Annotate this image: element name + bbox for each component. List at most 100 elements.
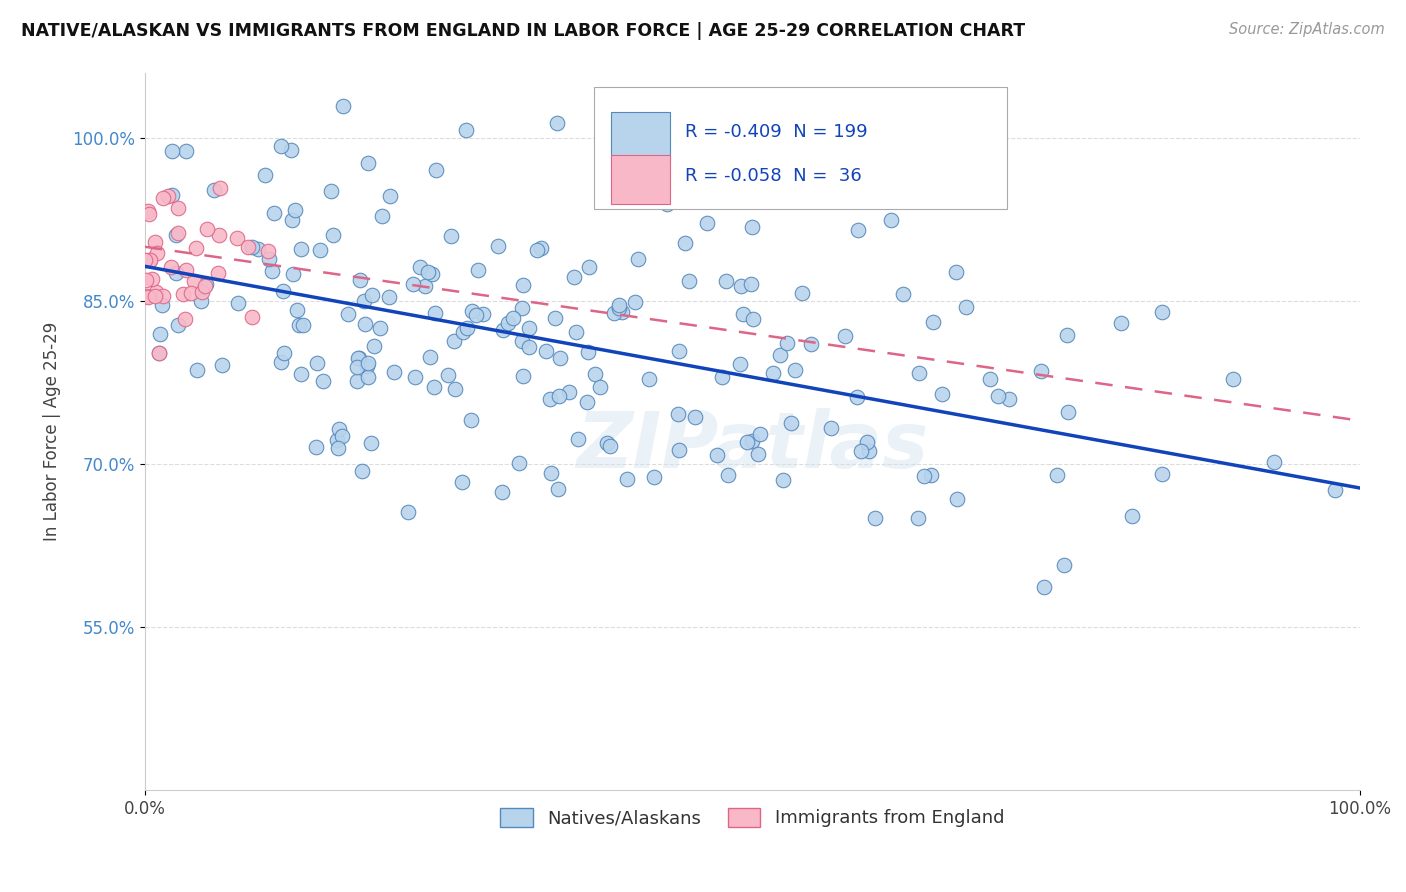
Point: [347, 351, 370, 365]
Point: [845, 391, 868, 405]
Point: [682, 128, 704, 142]
Point: [769, 348, 792, 362]
Point: [945, 492, 967, 507]
Point: [260, 264, 283, 278]
Point: [180, 286, 202, 301]
Point: [486, 239, 509, 253]
Point: [416, 265, 439, 279]
Point: [346, 360, 368, 375]
Point: [578, 260, 600, 274]
Point: [136, 203, 159, 218]
Point: [706, 448, 728, 462]
Point: [307, 356, 329, 370]
Point: [742, 311, 765, 326]
Point: [519, 341, 541, 355]
Point: [979, 371, 1001, 385]
Point: [353, 293, 375, 308]
Point: [174, 311, 197, 326]
Point: [496, 316, 519, 330]
Point: [138, 207, 160, 221]
Point: [846, 223, 869, 237]
Point: [195, 277, 218, 291]
Point: [378, 290, 401, 304]
Point: [194, 278, 217, 293]
Point: [423, 379, 446, 393]
Point: [148, 346, 170, 360]
Point: [740, 277, 762, 292]
Point: [357, 356, 380, 370]
Point: [191, 285, 214, 299]
Point: [643, 470, 665, 484]
Point: [1046, 467, 1069, 482]
Point: [546, 116, 568, 130]
Point: [785, 363, 807, 377]
Point: [792, 286, 814, 301]
Point: [733, 307, 755, 321]
Point: [1222, 372, 1244, 386]
Point: [135, 273, 157, 287]
Point: [741, 220, 763, 235]
Point: [596, 436, 619, 450]
Point: [325, 434, 347, 448]
Point: [534, 344, 557, 359]
Point: [908, 366, 931, 380]
Point: [165, 266, 187, 280]
Point: [589, 380, 612, 394]
Point: [955, 300, 977, 314]
Text: NATIVE/ALASKAN VS IMMIGRANTS FROM ENGLAND IN LABOR FORCE | AGE 25-29 CORRELATION: NATIVE/ALASKAN VS IMMIGRANTS FROM ENGLAN…: [21, 22, 1025, 40]
Point: [402, 277, 425, 292]
Point: [717, 468, 740, 483]
Point: [409, 260, 432, 274]
Point: [747, 447, 769, 461]
Point: [576, 394, 599, 409]
Point: [603, 306, 626, 320]
Point: [562, 269, 585, 284]
Point: [349, 273, 371, 287]
Point: [174, 144, 197, 158]
Point: [225, 231, 247, 245]
Point: [292, 318, 315, 332]
Point: [382, 365, 405, 379]
Point: [749, 427, 772, 442]
Point: [607, 301, 630, 315]
Point: [668, 343, 690, 358]
Point: [404, 370, 426, 384]
Point: [987, 389, 1010, 403]
Point: [772, 473, 794, 487]
Point: [820, 421, 842, 435]
Point: [716, 274, 738, 288]
Point: [186, 241, 208, 255]
Point: [273, 346, 295, 360]
Point: [931, 387, 953, 401]
Point: [357, 369, 380, 384]
Text: R = -0.058  N =  36: R = -0.058 N = 36: [686, 167, 862, 185]
Point: [460, 413, 482, 427]
Point: [907, 511, 929, 525]
Point: [290, 368, 312, 382]
Point: [346, 374, 368, 388]
Point: [419, 350, 441, 364]
Point: [271, 284, 294, 298]
Point: [471, 307, 494, 321]
Legend: Natives/Alaskans, Immigrants from England: Natives/Alaskans, Immigrants from Englan…: [494, 801, 1012, 835]
Point: [565, 325, 588, 339]
Point: [548, 351, 571, 365]
Point: [145, 288, 167, 302]
Point: [510, 301, 533, 315]
Point: [330, 429, 353, 443]
Point: [160, 260, 183, 275]
FancyBboxPatch shape: [595, 87, 1007, 210]
Text: R = -0.409  N = 199: R = -0.409 N = 199: [686, 123, 868, 142]
Point: [138, 252, 160, 267]
Point: [856, 435, 879, 450]
Point: [139, 253, 162, 268]
Point: [146, 245, 169, 260]
Point: [461, 304, 484, 318]
Point: [165, 227, 187, 242]
Point: [361, 287, 384, 301]
Point: [134, 252, 156, 267]
Point: [547, 482, 569, 496]
Point: [202, 183, 225, 197]
Point: [678, 274, 700, 288]
Point: [308, 243, 330, 257]
